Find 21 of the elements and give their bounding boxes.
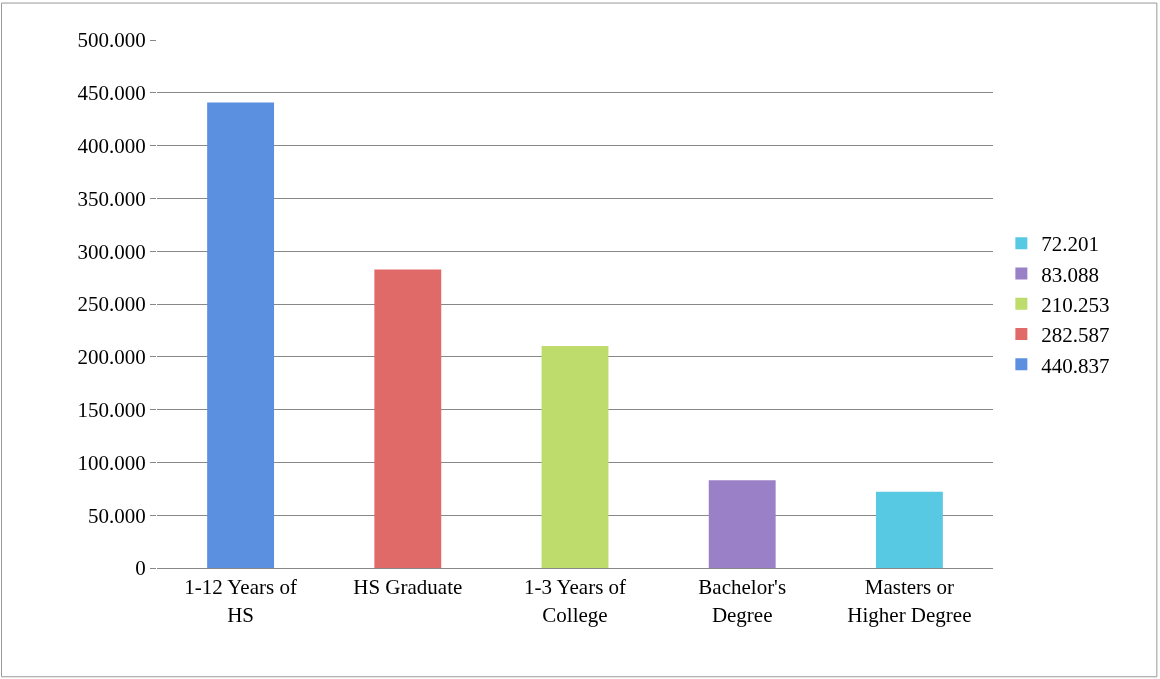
- y-tick-label: 200.000: [77, 345, 146, 370]
- x-tick-label: Bachelor's Degree: [698, 575, 787, 627]
- legend-label: 440.837: [1041, 353, 1110, 378]
- y-tick-label: 400.000: [77, 133, 146, 158]
- y-tick-label: 100.000: [77, 450, 146, 475]
- legend-label: 210.253: [1041, 292, 1110, 317]
- y-tick-label: 150.000: [77, 397, 146, 422]
- x-tick-label: Masters or Higher Degree: [847, 575, 972, 627]
- legend-label: 282.587: [1041, 323, 1110, 348]
- y-tick-label: 350.000: [77, 186, 146, 211]
- legend-label: 72.201: [1041, 232, 1100, 257]
- x-tick-label: HS Graduate: [353, 575, 463, 600]
- y-tick-label: 500.000: [77, 28, 146, 53]
- y-tick-label: 300.000: [77, 239, 146, 264]
- y-tick-label: 50.000: [88, 503, 146, 528]
- y-tick-label: 450.000: [77, 81, 146, 106]
- y-tick-label: 0: [135, 556, 146, 581]
- legend-label: 83.088: [1041, 262, 1100, 287]
- y-tick-label: 250.000: [77, 292, 146, 317]
- x-tick-label: 1-12 Years of HS: [184, 575, 297, 627]
- x-tick-label: 1-3 Years of College: [523, 575, 627, 627]
